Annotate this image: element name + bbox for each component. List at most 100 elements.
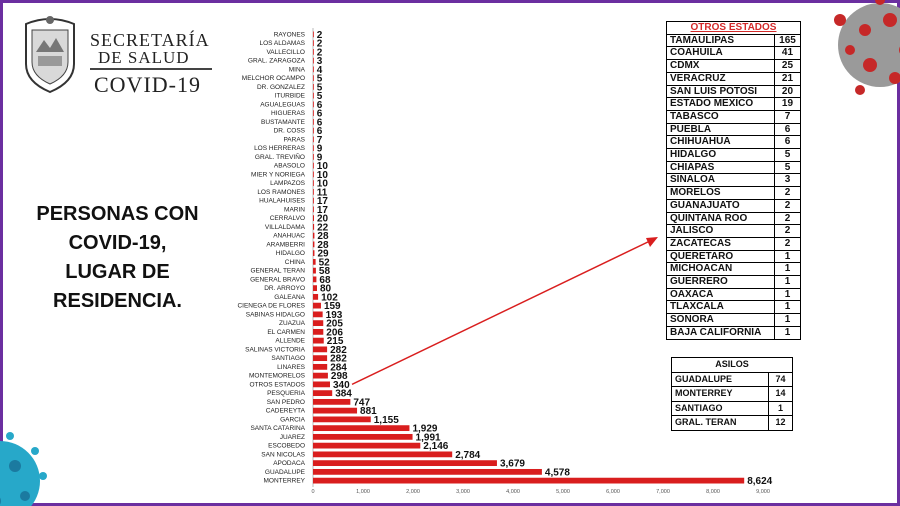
- data-label: 282: [330, 345, 347, 356]
- nursing-homes-row: GUADALUPE 74: [671, 371, 794, 387]
- bar: [313, 425, 410, 432]
- other-states-row: CHIHUAHUA 6: [666, 135, 802, 150]
- row-label: CHIHUAHUA: [666, 135, 775, 150]
- row-label: GRAL. TERAN: [671, 415, 769, 431]
- bar: [313, 285, 317, 292]
- x-tick-label: 2,000: [406, 489, 420, 495]
- category-label: MONTEMORELOS: [249, 373, 306, 380]
- other-states-row: MICHOACAN 1: [666, 262, 802, 277]
- data-label: 11: [317, 187, 328, 198]
- row-label: QUERETARO: [666, 249, 775, 264]
- row-label: TLAXCALA: [666, 300, 775, 315]
- category-label: DR. GONZALEZ: [257, 84, 305, 91]
- bar: [313, 381, 330, 388]
- data-label: 58: [319, 266, 331, 277]
- other-states-table: OTROS ESTADOS TAMAULIPAS 165 COAHUILA 41 CDM…: [666, 21, 802, 340]
- row-label: MICHOACAN: [666, 262, 775, 277]
- category-label: ITURBIDE: [275, 93, 306, 100]
- data-label: 6: [317, 100, 323, 111]
- bar: [313, 57, 314, 64]
- category-label: LOS RAMONES: [257, 189, 305, 196]
- other-states-row: COAHUILA 41: [666, 46, 802, 61]
- bar: [313, 92, 314, 99]
- bar: [313, 293, 319, 300]
- category-label: MELCHOR OCAMPO: [242, 75, 305, 82]
- data-label: 2,784: [455, 450, 480, 461]
- row-label: ESTADO MEXICO: [666, 97, 775, 111]
- category-label: SABINAS HIDALGO: [246, 311, 305, 318]
- data-label: 8,624: [747, 476, 772, 487]
- row-value: 19: [773, 97, 802, 111]
- category-label: LOS HERRERAS: [254, 145, 306, 152]
- data-label: 22: [317, 222, 329, 233]
- bar: [313, 311, 323, 318]
- row-value: 2: [773, 211, 802, 226]
- data-label: 9: [317, 152, 323, 163]
- bar: [313, 390, 333, 397]
- data-label: 284: [330, 362, 347, 373]
- category-label: MONTERREY: [263, 478, 305, 485]
- logo-line-1: SECRETARÍA: [90, 30, 210, 50]
- bar: [313, 267, 316, 274]
- bar: [313, 250, 315, 257]
- other-states-row: HIDALGO 5: [666, 148, 802, 162]
- other-states-row: VERACRUZ 21: [666, 71, 802, 86]
- category-label: LAMPAZOS: [270, 180, 306, 187]
- data-label: 205: [326, 319, 343, 330]
- bar: [313, 162, 314, 169]
- data-label: 4: [317, 65, 323, 76]
- row-value: 1: [773, 249, 802, 264]
- category-label: ABASOLO: [274, 163, 305, 170]
- row-value: 41: [773, 46, 802, 61]
- bar: [313, 416, 371, 423]
- row-label: HIDALGO: [666, 148, 775, 162]
- bar: [313, 180, 314, 187]
- category-label: GRAL. ZARAGOZA: [248, 58, 306, 65]
- row-label: BAJA CALIFORNIA: [666, 325, 775, 340]
- category-label: SANTA CATARINA: [250, 425, 305, 432]
- nursing-homes-table: ASILOS GUADALUPE 74 MONTERREY 14 SANTIAGO 1 GR…: [671, 357, 794, 431]
- category-label: JUAREZ: [280, 434, 305, 441]
- other-states-row: ESTADO MEXICO 19: [666, 97, 802, 111]
- row-label: JALISCO: [666, 224, 775, 238]
- row-label: TAMAULIPAS: [666, 33, 775, 48]
- bar: [313, 363, 328, 370]
- row-value: 1: [773, 275, 802, 289]
- bar: [313, 258, 316, 265]
- data-label: 7: [317, 135, 323, 146]
- row-label: SANTIAGO: [671, 400, 769, 416]
- data-label: 5: [317, 74, 323, 85]
- category-label: ARAMBERRI: [266, 241, 305, 248]
- bar: [313, 320, 324, 327]
- other-states-row: JALISCO 2: [666, 224, 802, 238]
- data-label: 215: [327, 336, 344, 347]
- virus-illustration-bottom-left: [0, 432, 47, 506]
- row-value: 6: [773, 135, 802, 150]
- row-label: PUEBLA: [666, 122, 775, 137]
- category-label: HUALAHUISES: [259, 198, 306, 205]
- row-value: 1: [773, 313, 802, 327]
- bar: [313, 215, 314, 222]
- category-label: DR. COSS: [274, 128, 306, 135]
- category-label: HIDALGO: [276, 250, 305, 257]
- virus-illustration-top-right: [834, 0, 900, 95]
- other-states-row: GUERRERO 1: [666, 275, 802, 289]
- logo-divider: [90, 68, 212, 70]
- row-value: 20: [773, 84, 802, 99]
- row-value: 12: [767, 415, 794, 431]
- row-value: 3: [773, 173, 802, 188]
- bar: [313, 171, 314, 178]
- bar: [313, 442, 421, 449]
- headline-line: COVID-19,: [68, 232, 167, 254]
- category-label: ZUAZUA: [279, 320, 306, 327]
- row-value: 5: [773, 148, 802, 162]
- data-label: 17: [317, 205, 329, 216]
- category-label: CADEREYTA: [266, 408, 306, 415]
- other-states-row: QUERETARO 1: [666, 249, 802, 264]
- data-label: 747: [353, 397, 370, 408]
- data-label: 159: [324, 301, 341, 312]
- bar: [313, 136, 314, 143]
- category-label: MIER Y NORIEGA: [251, 171, 306, 178]
